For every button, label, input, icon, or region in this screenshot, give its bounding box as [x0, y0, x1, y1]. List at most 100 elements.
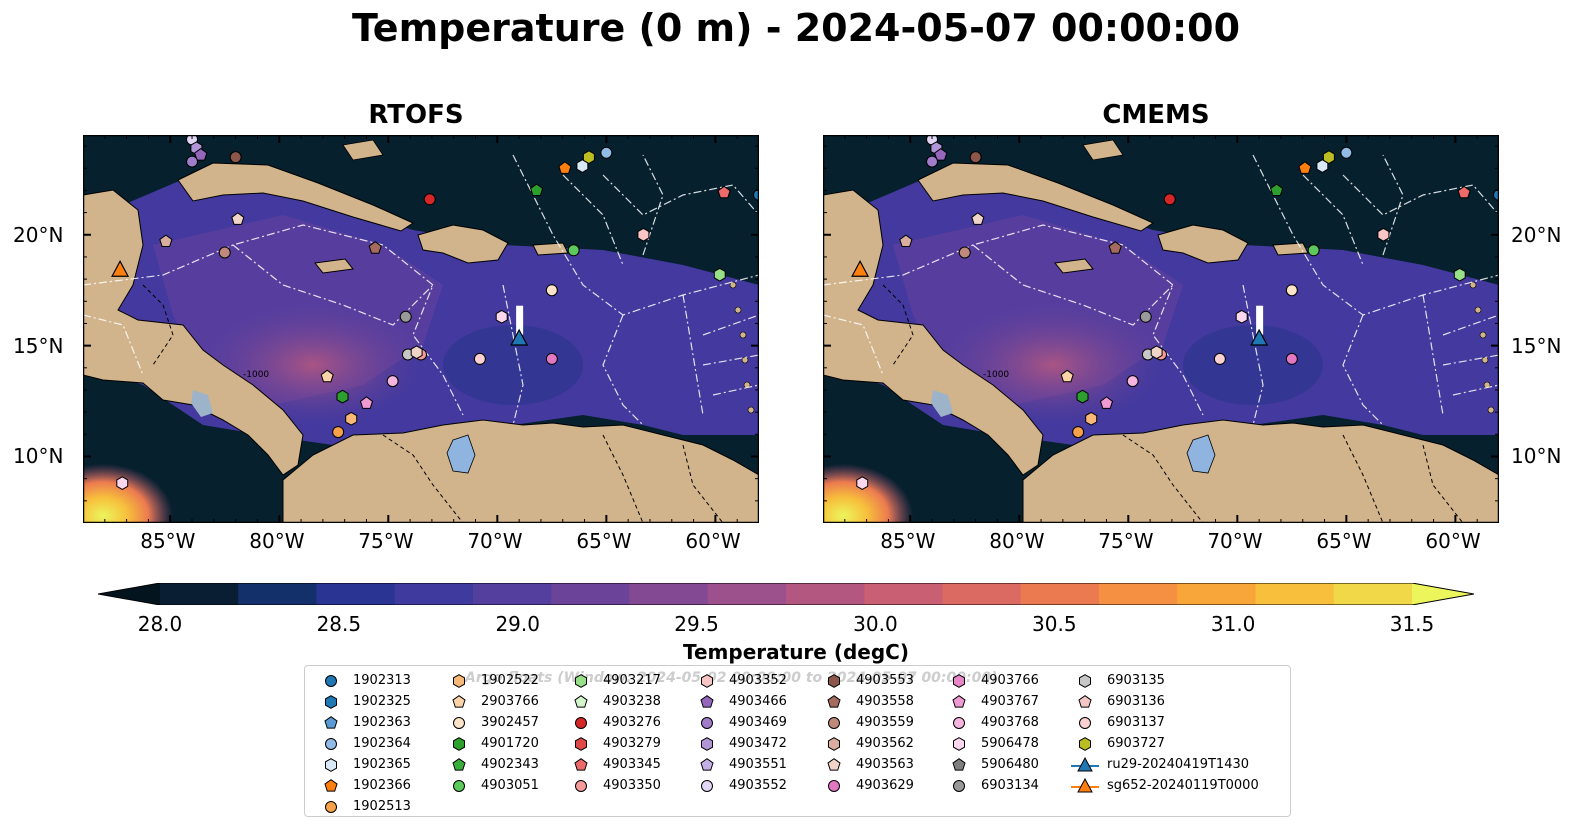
float-marker [159, 234, 173, 247]
bahamas-land [342, 139, 384, 161]
colorbar-segment [707, 583, 787, 605]
float-marker [111, 259, 130, 277]
float-marker [1085, 411, 1098, 426]
float-marker [530, 183, 544, 196]
legend-label: 4903279 [603, 736, 661, 751]
legend-label: 4903563 [856, 757, 914, 772]
legend-entry: 4903276 [567, 712, 661, 733]
colorbar-tick-label: 31.5 [1389, 612, 1435, 636]
lake-maracaibo [1186, 434, 1216, 474]
legend-marker-icon [453, 716, 465, 729]
legend-marker-icon [701, 736, 713, 751]
legend-label: 6903134 [981, 778, 1039, 793]
legend-label: 4903768 [981, 715, 1039, 730]
cuba-land [917, 162, 1155, 232]
eez-boundary [682, 294, 704, 416]
legend-entry: 4903766 [945, 670, 1039, 691]
colorbar-segment [551, 583, 630, 605]
legend-entry: 6903134 [945, 775, 1039, 796]
legend-marker-icon [574, 694, 588, 708]
float-marker [1453, 267, 1466, 282]
colorbar-segment [394, 583, 474, 605]
legend-entry: 1902325 [317, 691, 411, 712]
lon-tick-label: 75°W [358, 529, 414, 553]
legend-label: 5906480 [981, 757, 1039, 772]
glider-track [516, 305, 524, 335]
legend-marker-icon [574, 757, 588, 771]
lon-tick-label: 65°W [576, 529, 632, 553]
eez-boundary [1342, 174, 1499, 216]
colorbar-segment [1255, 583, 1335, 605]
legend-entry: 4903279 [567, 733, 661, 754]
legend-column: 6903135 6903136 6903137 6903727 ru29-2024041… [1071, 670, 1259, 796]
legend-entry: 4903352 [693, 670, 787, 691]
legend-entry: 5906478 [945, 733, 1039, 754]
legend-marker-icon [952, 757, 966, 771]
float-marker [1322, 150, 1335, 165]
colorbar-tick-label: 30.5 [1032, 612, 1077, 636]
legend-marker-icon [953, 673, 965, 688]
puerto-rico-land [532, 242, 569, 256]
float-marker [969, 151, 982, 164]
lon-tick-label: 60°W [1425, 529, 1481, 553]
antilles-island [747, 406, 755, 414]
legend-entry: 1902522 [445, 670, 539, 691]
antilles-island [1474, 306, 1482, 314]
eez-boundary [702, 314, 759, 396]
legend-marker-icon [827, 757, 841, 771]
float-marker [186, 155, 199, 168]
map-frame [83, 135, 759, 523]
legend-label: 4903552 [729, 778, 787, 793]
legend-label: 1902325 [353, 694, 411, 709]
temperature-colorbar [98, 583, 1474, 605]
legend-entry: 4903553 [820, 670, 914, 691]
float-marker [582, 150, 595, 165]
antilles-island [729, 281, 737, 289]
hispaniola-land [1157, 224, 1249, 264]
legend-label: 4903553 [856, 673, 914, 688]
legend-entry: 4903629 [820, 775, 914, 796]
legend-entry: 1902513 [317, 796, 411, 817]
colorbar-segment [160, 583, 239, 605]
map-frame [823, 135, 1499, 523]
float-marker [1298, 161, 1312, 174]
float-marker [1285, 352, 1298, 365]
lon-tick-label: 70°W [467, 529, 523, 553]
colorbar-tick-label: 28.0 [137, 612, 183, 636]
lon-tick-label: 85°W [880, 529, 936, 553]
legend-column: 1902313 1902325 1902363 1902364 1902365 19023… [317, 670, 411, 817]
antilles-island [741, 356, 749, 364]
legend-label: 4901720 [481, 736, 539, 751]
lat-tick-label: 15°N [13, 333, 64, 358]
legend-entry: ru29-20240419T1430 [1071, 754, 1259, 775]
eez-boundary [602, 174, 759, 216]
legend-entry: 4903563 [820, 754, 914, 775]
legend-column: 4903553 4903558 4903559 4903562 4903563 49036… [820, 670, 914, 796]
lon-tick-label: 70°W [1207, 529, 1263, 553]
legend-marker-icon [575, 673, 587, 688]
legend-label: 4902343 [481, 757, 539, 772]
float-marker [600, 146, 613, 159]
legend-label: 1902513 [353, 799, 411, 814]
float-marker [713, 267, 726, 282]
legend-label: 1902366 [353, 778, 411, 793]
colorbar-label: Temperature (degC) [683, 640, 909, 664]
legend-marker-icon [828, 779, 840, 792]
float-marker [1457, 185, 1471, 199]
float-marker [368, 241, 382, 254]
legend-marker-icon [324, 778, 338, 792]
float-marker [753, 188, 759, 201]
legend-label: 4903559 [856, 715, 914, 730]
float-marker [399, 310, 412, 323]
legend-marker-icon [1079, 673, 1091, 688]
float-marker [386, 375, 399, 388]
legend-label: ru29-20240419T1430 [1107, 757, 1250, 772]
colorbar-segment [473, 583, 552, 605]
float-marker [116, 476, 129, 490]
legend-entry: 1902313 [317, 670, 411, 691]
antilles-island [1469, 281, 1477, 289]
colorbar-under-arrow [98, 583, 160, 605]
float-marker [567, 244, 580, 257]
legend-label: 4903629 [856, 778, 914, 793]
lon-tick-label: 80°W [249, 529, 305, 553]
